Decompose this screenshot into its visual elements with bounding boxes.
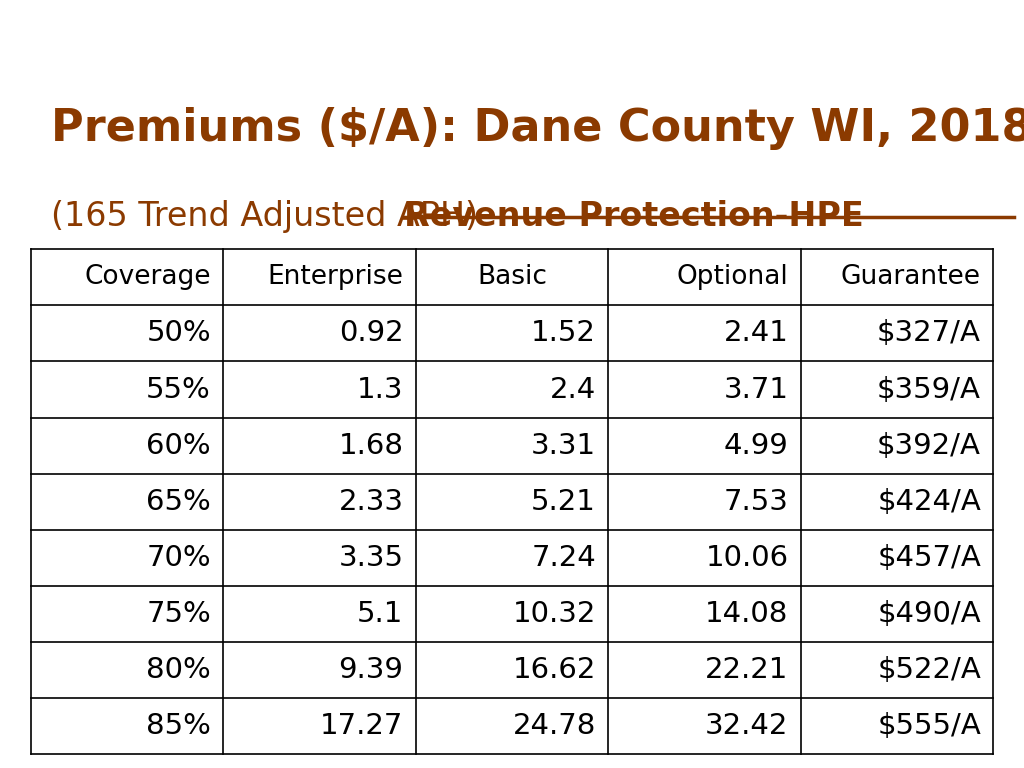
Text: 4.99: 4.99	[724, 432, 788, 459]
Text: Guarantee: Guarantee	[841, 264, 981, 290]
Text: 3.71: 3.71	[724, 376, 788, 403]
Text: 32.42: 32.42	[706, 712, 788, 740]
Text: 1.68: 1.68	[339, 432, 403, 459]
Text: $555/A: $555/A	[878, 712, 981, 740]
Text: 7.53: 7.53	[724, 488, 788, 515]
Text: Premiums ($/A): Dane County WI, 2018: Premiums ($/A): Dane County WI, 2018	[51, 108, 1024, 151]
Text: 5.1: 5.1	[357, 600, 403, 627]
Text: 85%: 85%	[146, 712, 211, 740]
Text: $522/A: $522/A	[878, 656, 981, 684]
Text: 3.35: 3.35	[339, 544, 403, 571]
Text: 75%: 75%	[146, 600, 211, 627]
Text: $327/A: $327/A	[878, 319, 981, 347]
Text: $457/A: $457/A	[878, 544, 981, 571]
Text: $359/A: $359/A	[878, 376, 981, 403]
Text: 80%: 80%	[146, 656, 211, 684]
Text: (165 Trend Adjusted APH): (165 Trend Adjusted APH)	[51, 200, 500, 233]
Text: 17.27: 17.27	[321, 712, 403, 740]
Text: 2.4: 2.4	[550, 376, 596, 403]
Text: 7.24: 7.24	[531, 544, 596, 571]
Text: 2.33: 2.33	[339, 488, 403, 515]
Text: Coverage: Coverage	[84, 264, 211, 290]
Text: 1.52: 1.52	[531, 319, 596, 347]
Text: 0.92: 0.92	[339, 319, 403, 347]
Text: 22.21: 22.21	[706, 656, 788, 684]
Text: 24.78: 24.78	[513, 712, 596, 740]
Text: Basic: Basic	[477, 264, 547, 290]
Text: 50%: 50%	[146, 319, 211, 347]
Text: 5.21: 5.21	[531, 488, 596, 515]
Text: 60%: 60%	[146, 432, 211, 459]
Text: 3.31: 3.31	[530, 432, 596, 459]
Text: $392/A: $392/A	[878, 432, 981, 459]
Text: 14.08: 14.08	[706, 600, 788, 627]
Text: $424/A: $424/A	[878, 488, 981, 515]
Text: 2.41: 2.41	[724, 319, 788, 347]
Text: 16.62: 16.62	[513, 656, 596, 684]
Text: Revenue Protection-HPE: Revenue Protection-HPE	[404, 200, 864, 233]
Text: $490/A: $490/A	[878, 600, 981, 627]
Text: 9.39: 9.39	[339, 656, 403, 684]
Text: Enterprise: Enterprise	[267, 264, 403, 290]
Text: 1.3: 1.3	[357, 376, 403, 403]
Text: 70%: 70%	[146, 544, 211, 571]
Text: 65%: 65%	[146, 488, 211, 515]
Text: 55%: 55%	[146, 376, 211, 403]
Text: Optional: Optional	[677, 264, 788, 290]
Text: 10.06: 10.06	[706, 544, 788, 571]
Text: 10.32: 10.32	[513, 600, 596, 627]
